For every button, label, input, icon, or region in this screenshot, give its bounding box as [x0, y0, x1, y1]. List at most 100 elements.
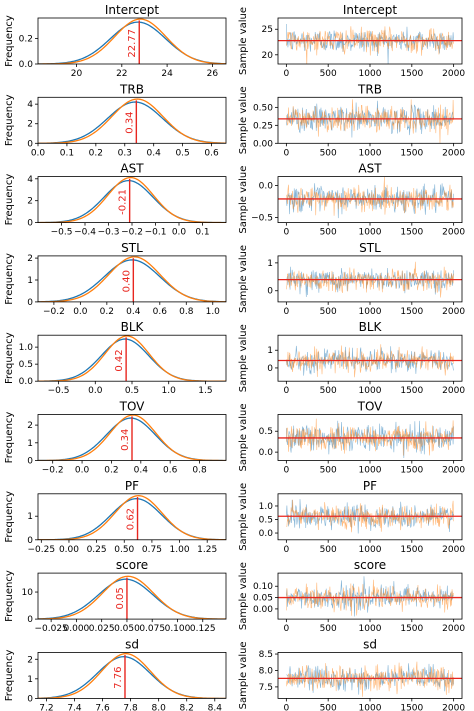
trace-x-tick-label: 0 — [283, 703, 289, 711]
y-tick-label: 2 — [27, 421, 33, 431]
density-frame — [37, 96, 227, 144]
panel-sd: sd Frequency 7.76 7.2 7.4 7.6 7.8 8.0 8.2 8.4 0 1 2 s… — [4, 637, 465, 711]
y-tick-label: 0.5 — [19, 360, 33, 370]
mean-label: -0.21 — [118, 189, 129, 215]
density-line-chain2 — [38, 414, 226, 461]
density-title: PF — [125, 479, 139, 493]
density-title: TOV — [119, 400, 146, 414]
trace-x-tick-label: 1500 — [400, 69, 423, 79]
trace-x-tick-label: 1000 — [359, 624, 382, 634]
trace-line-chain1 — [286, 100, 454, 138]
density-line-chain2 — [38, 98, 226, 144]
x-tick-label: −0.3 — [98, 228, 120, 238]
trace-x-tick-label: 1500 — [400, 466, 423, 476]
trace-y-tick-label: −0.5 — [251, 213, 273, 223]
trace-ylabel: Sample value — [238, 86, 249, 154]
trace-x-tick-label: 2000 — [442, 307, 465, 317]
trace-x-tick-label: 1000 — [359, 228, 382, 238]
x-tick-label: −0.025 — [34, 624, 67, 634]
trace-x-tick-label: 1000 — [359, 69, 382, 79]
trace-x-tick-label: 2000 — [442, 69, 465, 79]
trace-y-tick-label: 0.10 — [253, 582, 273, 592]
trace-title: TRB — [357, 82, 382, 96]
trace-x-tick-label: 1000 — [359, 307, 382, 317]
y-tick-label: 2 — [27, 655, 33, 665]
trace-line-chain2 — [286, 344, 454, 378]
x-tick-label: 0.0 — [75, 466, 90, 476]
y-tick-label: 0.2 — [19, 34, 33, 44]
trace-y-tick-label: 8.0 — [259, 666, 274, 676]
trace-x-tick-label: 500 — [320, 148, 337, 158]
x-tick-label: −0.1 — [145, 228, 167, 238]
trace-x-tick-label: 500 — [320, 228, 337, 238]
density-title: STL — [121, 241, 143, 255]
trace-y-tick-label: 0.0 — [259, 529, 274, 539]
trace-x-tick-label: 1000 — [359, 386, 382, 396]
trace-y-tick-label: 0.25 — [253, 121, 273, 131]
density-line-chain2 — [38, 18, 226, 64]
y-tick-label: 0.0 — [19, 60, 34, 70]
trace-line-chain2 — [286, 499, 454, 533]
trace-y-tick-label: 0 — [267, 287, 273, 297]
density-ylabel: Frequency — [4, 491, 15, 543]
trace-title: AST — [358, 162, 382, 176]
trace-x-tick-label: 0 — [283, 307, 289, 317]
density-line-chain2 — [38, 176, 226, 223]
x-tick-label: 0.3 — [118, 148, 132, 158]
x-tick-label: 0.0 — [73, 307, 88, 317]
trace-x-tick-label: 500 — [320, 69, 337, 79]
trace-y-tick-label: 0.50 — [253, 103, 273, 113]
density-title: Intercept — [105, 3, 160, 17]
trace-x-tick-label: 1500 — [400, 703, 423, 711]
y-tick-label: 0 — [27, 615, 33, 625]
density-line-chain2 — [38, 495, 226, 540]
density-line-chain1 — [38, 338, 226, 382]
mean-label: 22.77 — [127, 29, 138, 58]
trace-y-tick-label: 20 — [262, 51, 274, 61]
trace-x-tick-label: 2000 — [442, 466, 465, 476]
x-tick-label: 0.2 — [100, 307, 114, 317]
trace-line-chain2 — [286, 26, 454, 64]
density-ylabel: Frequency — [4, 174, 15, 226]
trace-x-tick-label: 0 — [283, 624, 289, 634]
trace-x-tick-label: 500 — [320, 307, 337, 317]
y-tick-label: 0 — [27, 298, 33, 308]
x-tick-label: 1.5 — [198, 386, 212, 396]
y-tick-label: 10 — [22, 588, 34, 598]
trace-x-tick-label: 0 — [283, 148, 289, 158]
density-title: AST — [120, 162, 144, 176]
x-tick-label: 0.6 — [163, 466, 178, 476]
density-frame — [37, 572, 227, 620]
x-tick-label: −0.2 — [121, 228, 143, 238]
trace-y-tick-label: 1 — [267, 346, 273, 356]
x-tick-label: −0.25 — [28, 545, 56, 555]
x-tick-label: −0.5 — [51, 228, 73, 238]
panel-blk: BLK Frequency 0.42 −0.5 0.0 0.5 1.0 1.5 0.0 0.5 1.… — [4, 320, 465, 396]
trace-line-chain2 — [286, 418, 454, 456]
density-frame — [37, 414, 227, 461]
trace-y-tick-label: 0.5 — [259, 516, 273, 526]
density-ylabel: Frequency — [4, 253, 15, 305]
density-line-chain1 — [38, 179, 226, 223]
trace-ylabel: Sample value — [238, 404, 249, 472]
trace-x-tick-label: 1500 — [400, 624, 423, 634]
x-tick-label: 0.1 — [195, 228, 209, 238]
trace-y-tick-label: 0.05 — [253, 594, 273, 604]
density-title: TRB — [119, 82, 144, 96]
density-frame — [37, 493, 227, 541]
trace-x-tick-label: 1500 — [400, 148, 423, 158]
trace-x-tick-label: 0 — [283, 545, 289, 555]
y-tick-label: 1 — [27, 512, 33, 522]
density-line-chain2 — [38, 575, 226, 620]
x-tick-label: 24 — [161, 69, 173, 79]
x-tick-label: 0.00 — [59, 545, 79, 555]
panel-tov: TOV Frequency 0.34 −0.2 0.0 0.2 0.4 0.6 0.8 0 1 2 TO… — [4, 400, 465, 476]
mean-label: 0.34 — [124, 111, 135, 133]
trace-x-tick-label: 1000 — [359, 466, 382, 476]
x-tick-label: 0.50 — [114, 545, 134, 555]
x-tick-label: 0.0 — [172, 228, 187, 238]
y-tick-label: 4 — [27, 100, 33, 110]
trace-ylabel: Sample value — [238, 245, 249, 313]
trace-x-tick-label: 1000 — [359, 545, 382, 555]
